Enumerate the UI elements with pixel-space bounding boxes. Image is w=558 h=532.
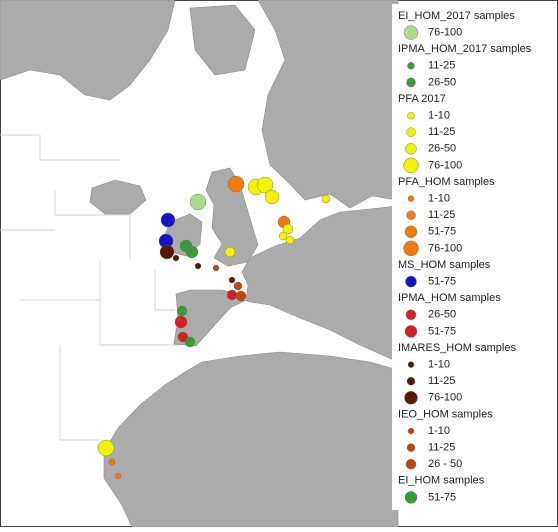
sample: [159, 244, 175, 260]
sample: [285, 235, 295, 245]
legend-symbol: [406, 210, 416, 220]
legend-label: 51-75: [428, 325, 456, 337]
legend-label: 11-25: [428, 375, 455, 387]
legend-label: 76-100: [428, 27, 462, 39]
legend-label: 26-50: [428, 143, 456, 155]
sample: [184, 336, 196, 348]
legend-label: 1-10: [428, 425, 450, 437]
legend-background: [392, 4, 554, 510]
legend-label: 1-10: [428, 110, 450, 122]
sample: [264, 189, 280, 205]
sample: [108, 458, 116, 466]
legend-title: MS_HOM samples: [398, 259, 491, 271]
land: [0, 0, 399, 528]
sample: [235, 290, 247, 302]
sample: [114, 472, 122, 480]
sample: [174, 315, 188, 329]
legend-label: 26-50: [428, 309, 456, 321]
sample: [160, 212, 176, 228]
legend-title: IEO_HOM samples: [398, 408, 493, 420]
legend-title: EI_HOM_2017 samples: [398, 10, 515, 22]
legend-label: 1-10: [428, 193, 450, 205]
sample: [226, 289, 238, 301]
legend-title: PFA 2017: [398, 93, 446, 105]
legend-label: 11-25: [428, 442, 455, 454]
sample-points: [97, 175, 331, 480]
legend-label: 76-100: [428, 159, 462, 171]
sample: [224, 246, 236, 258]
legend-symbol: [405, 143, 417, 155]
sample: [278, 231, 288, 241]
legend-title: PFA_HOM samples: [398, 176, 495, 188]
legend-symbol: [405, 275, 417, 288]
sample: [189, 193, 207, 211]
legend-symbol: [406, 77, 416, 88]
legend-label: 1-10: [428, 359, 450, 371]
legend-label: 11-25: [428, 209, 455, 221]
sample: [227, 175, 245, 193]
legend-symbol: [407, 111, 415, 120]
legend-symbol: [404, 325, 418, 338]
sample: [256, 176, 274, 194]
boundaries: [0, 134, 180, 441]
legend-symbol: [406, 127, 416, 137]
legend-symbol: [406, 443, 416, 452]
legend-label: 51-75: [428, 276, 456, 288]
legend-label: 51-75: [428, 491, 456, 503]
legend-symbol: [405, 459, 417, 470]
legend-symbol: [404, 491, 418, 504]
legend-label: 26 - 50: [428, 458, 462, 470]
sample: [185, 245, 199, 259]
legend-symbol: [405, 309, 417, 320]
legend-symbol: [406, 377, 416, 386]
sample: [321, 194, 331, 204]
legend-title: IPMA_HOM_2017 samples: [398, 43, 532, 55]
sample: [282, 223, 294, 235]
sample: [194, 262, 202, 270]
legend-label: 76-100: [428, 392, 462, 404]
sample: [228, 276, 236, 284]
legend-symbol: [407, 62, 415, 70]
sample: [97, 439, 115, 457]
legend-symbol: [403, 25, 419, 40]
legend-title: IMARES_HOM samples: [398, 342, 516, 354]
sample: [176, 305, 188, 317]
legend: EI_HOM_2017 samples 76-100 IPMA_HOM_2017 s…: [392, 4, 554, 510]
legend-label: 51-75: [428, 226, 456, 238]
legend-symbol: [403, 240, 419, 257]
legend-title: EI_HOM samples: [398, 475, 485, 487]
sample: [172, 254, 180, 262]
legend-label: 76-100: [428, 242, 462, 254]
sample: [233, 281, 243, 291]
legend-label: 11-25: [428, 60, 455, 72]
legend-symbol: [407, 427, 415, 435]
legend-symbol: [404, 225, 418, 239]
legend-symbol: [404, 391, 418, 405]
sample: [212, 264, 220, 272]
legend-title: IPMA_HOM samples: [398, 292, 501, 304]
legend-symbol: [403, 157, 419, 174]
legend-label: 26-50: [428, 76, 456, 88]
legend-symbol: [407, 361, 415, 368]
legend-label: 11-25: [428, 126, 455, 138]
legend-symbol: [407, 195, 415, 202]
